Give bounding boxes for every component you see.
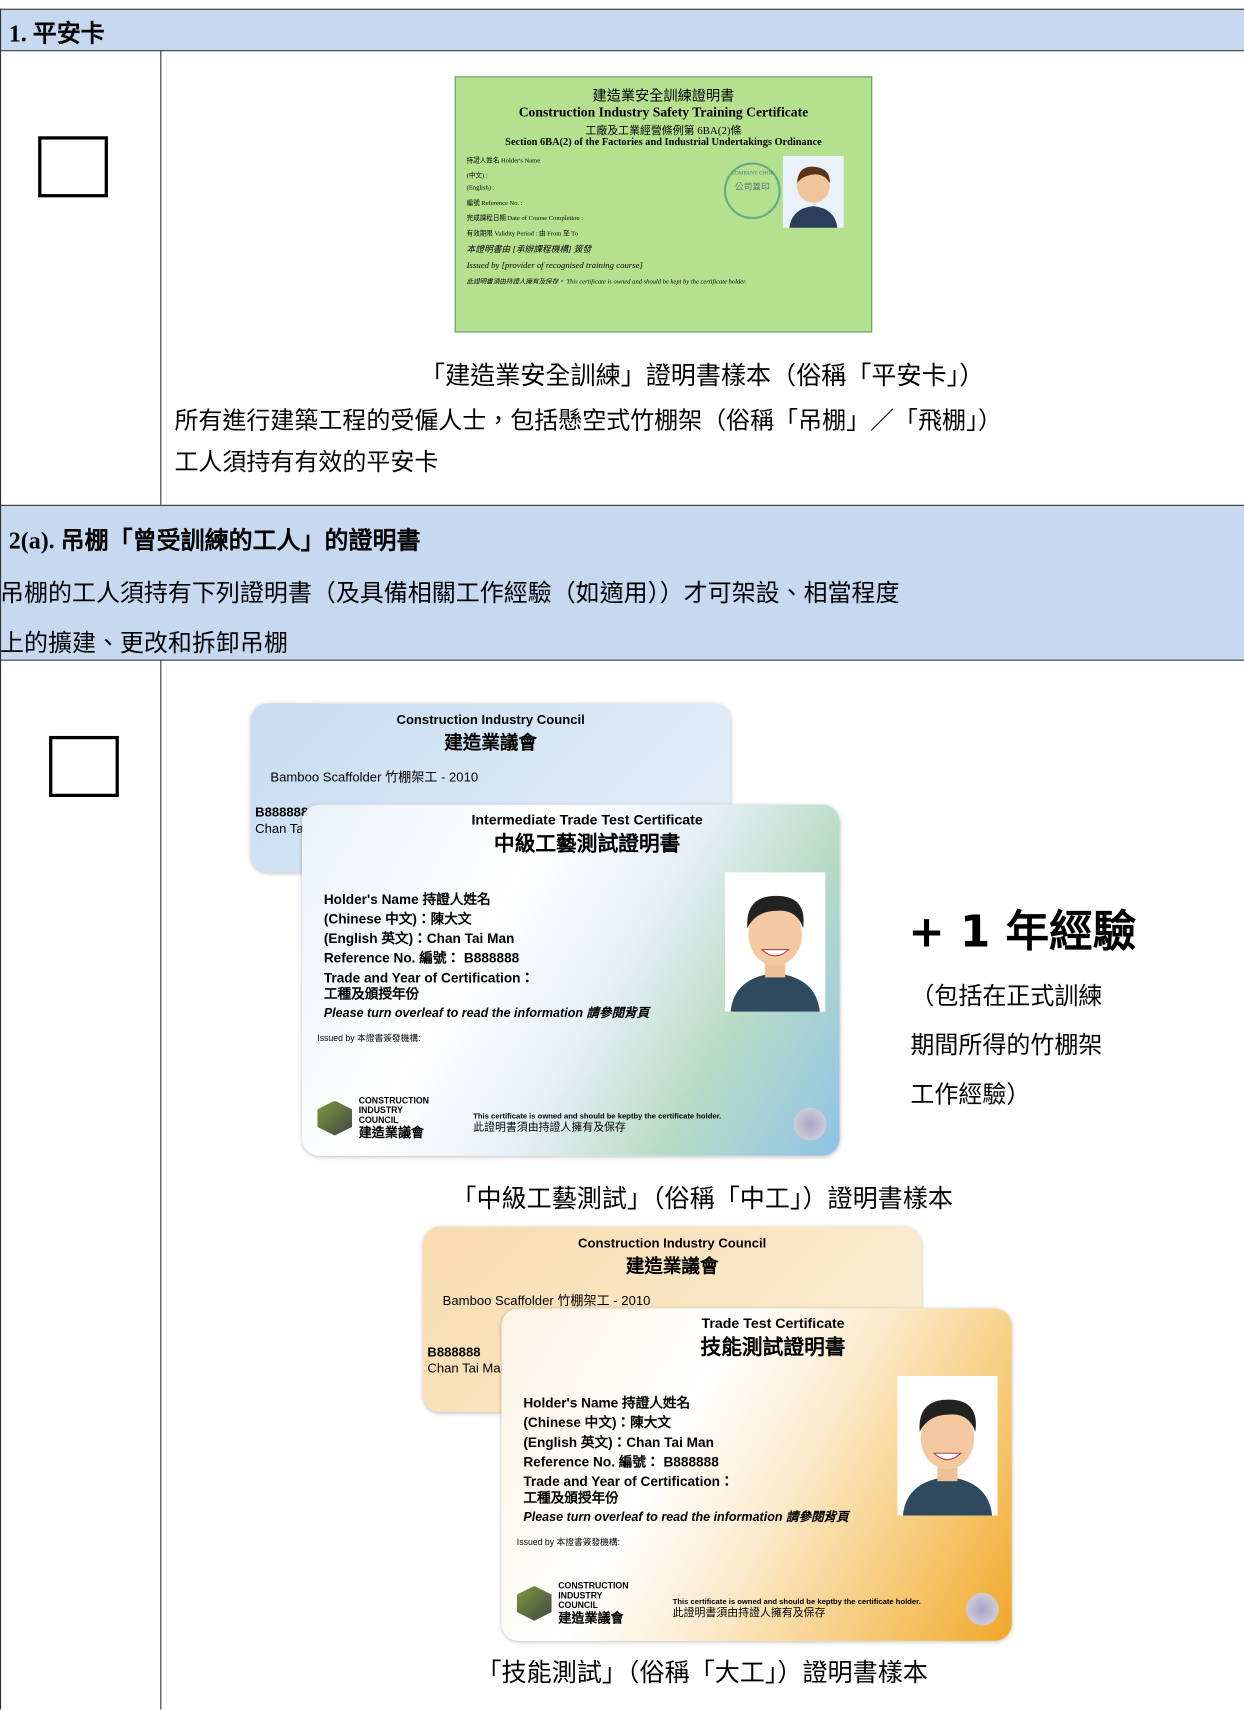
- card-field: 此證明書須由持證人擁有及保存。 This certificate is owne…: [466, 279, 747, 286]
- card-text: Section 6BA(2) of the Factories and Indu…: [505, 137, 822, 149]
- card-title: Intermediate Trade Test Certificate: [471, 811, 703, 828]
- card-logo: CONSTRUCTION INDUSTRY COUNCIL 建造業議會: [516, 1581, 635, 1626]
- photo: [725, 872, 826, 1012]
- caption: 「建造業安全訓練」證明書樣本（俗稱「平安卡」）: [420, 361, 985, 390]
- card-owned: 此證明書須由持證人擁有及保存: [672, 1607, 826, 1620]
- photo: [782, 155, 844, 228]
- card-title: 技能測試證明書: [700, 1336, 846, 1360]
- card-field: Holder's Name 持證人姓名: [523, 1395, 691, 1411]
- seal: [793, 1107, 827, 1141]
- card-title: Trade Test Certificate: [701, 1314, 845, 1332]
- card-title: Construction Industry Safety Training Ce…: [518, 104, 809, 120]
- card-field: Reference No. 編號： B888888: [323, 950, 520, 967]
- card-field: 工種及頒授年份: [323, 986, 420, 1002]
- card-field: 工種及頒授年份: [523, 1490, 619, 1506]
- caption: 「中級工藝測試」（俗稱「中工」）證明書樣本: [451, 1185, 953, 1213]
- logo-mark: [317, 1100, 353, 1136]
- card-ref: B888888: [427, 1344, 481, 1360]
- card-fields: Holder's Name 持證人姓名 (Chinese 中文)：陳大文 (Engl…: [324, 890, 840, 1002]
- card-overleaf: Please turn overleaf to read the informa…: [523, 1511, 849, 1525]
- card-fields: 持證人姓名 Holder's Name (中文) : (English) : 編號 R…: [456, 155, 871, 286]
- caption: 「技能測試」（俗稱「大工」）證明書樣本: [476, 1659, 928, 1687]
- stamp: COMPANY CHOP 公司蓋印: [723, 162, 781, 220]
- intro: 吊棚的工人須持有下列證明書（及具備相關工作經驗（如適用））才可架設、相當程度: [0, 578, 900, 607]
- header-band: [0, 504, 1244, 660]
- card-org: Construction Industry Council: [578, 1235, 767, 1251]
- card-owned: This certificate is owned and should be …: [672, 1598, 921, 1607]
- safety-card: 建造業安全訓練證明書 Construction Industry Safety …: [454, 76, 873, 333]
- stamp-text: 公司蓋印: [734, 182, 770, 192]
- card-field: 持證人姓名 Holder's Name: [466, 158, 541, 165]
- logo-text: 建造業議會: [358, 1125, 425, 1141]
- card-name: Chan Tai Man: [427, 1360, 508, 1376]
- card-overleaf: Please turn overleaf to read the informa…: [323, 1007, 650, 1021]
- section-title: 1. 平安卡: [8, 19, 105, 47]
- logo-text: CONSTRUCTION INDUSTRY COUNCIL 建造業議會: [359, 1096, 435, 1141]
- card-field: (Chinese 中文)：陳大文: [323, 911, 472, 927]
- logo-mark: [516, 1585, 552, 1621]
- card-field: (Chinese 中文)：陳大文: [523, 1415, 672, 1431]
- experience-note: 工作經驗）: [910, 1080, 1031, 1108]
- rule: [160, 50, 162, 505]
- card-front: Trade Test Certificate 技能測試證明書 Holder's Na…: [501, 1308, 1012, 1641]
- card-logo: CONSTRUCTION INDUSTRY COUNCIL 建造業議會: [317, 1096, 435, 1141]
- card-field: 有效期限 Validity Period : 由 From 至 To: [466, 231, 578, 238]
- logo-text: CONSTRUCTION INDUSTRY COUNCIL: [358, 1095, 429, 1126]
- card-field: (English) :: [466, 185, 495, 192]
- checkbox[interactable]: [49, 735, 119, 798]
- card-field: 本證明書由 [承辦課程機構] 簽發: [466, 244, 592, 255]
- card-field: (English 英文)：Chan Tai Man: [523, 1434, 714, 1451]
- card-owned: 此證明書須由持證人擁有及保存: [473, 1121, 626, 1134]
- description: 工人須持有有效的平安卡: [174, 448, 439, 476]
- experience-note: 期間所得的竹棚架: [910, 1031, 1103, 1059]
- card-field: 完成課程日期 Date of Course Completion :: [466, 215, 584, 223]
- rule: [0, 8, 2, 1710]
- card-text: 工廠及工業經營條例第 6BA(2)條: [585, 125, 742, 138]
- intro: 上的擴建、更改和拆卸吊棚: [0, 629, 288, 657]
- card-fields: Holder's Name 持證人姓名 (Chinese 中文)：陳大文 (Engl…: [523, 1393, 1011, 1506]
- card-org: 建造業議會: [625, 1256, 719, 1277]
- card-field: Holder's Name 持證人姓名: [323, 891, 491, 908]
- stamp-text: COMPANY CHOP: [731, 171, 774, 177]
- rule: [0, 659, 1244, 661]
- card-field: (中文) :: [466, 173, 488, 180]
- rule: [160, 659, 162, 1710]
- card-title: 建造業安全訓練證明書: [592, 87, 735, 104]
- description: 所有進行建築工程的受僱人士，包括懸空式竹棚架（俗稱「吊棚」／「飛棚」）: [174, 406, 1003, 434]
- card-org: Construction Industry Council: [396, 711, 585, 728]
- card-front: Intermediate Trade Test Certificate 中級工藝測…: [302, 804, 840, 1156]
- card-title: 中級工藝測試證明書: [493, 832, 681, 856]
- card-field: 編號 Reference No. :: [466, 200, 523, 208]
- card-issued: Issued by 本證書簽發機構:: [516, 1537, 621, 1548]
- experience-note: （包括在正式訓練: [910, 982, 1103, 1010]
- checkbox[interactable]: [38, 136, 108, 198]
- card-field: Trade and Year of Certification：: [523, 1474, 734, 1490]
- section-title: 2(a). 吊棚「曾受訓練的工人」的證明書: [8, 526, 421, 554]
- card-org: 建造業議會: [444, 732, 537, 754]
- logo-text: CONSTRUCTION INDUSTRY COUNCIL: [558, 1580, 629, 1611]
- card-issued: Issued by 本證書簽發機構:: [317, 1033, 421, 1044]
- header-band: [0, 8, 1244, 51]
- card-owned: This certificate is owned and should be …: [473, 1113, 722, 1121]
- logo-text: CONSTRUCTION INDUSTRY COUNCIL 建造業議會: [558, 1581, 634, 1626]
- seal: [966, 1592, 999, 1626]
- rule: [0, 50, 1244, 52]
- card-ref: B888888: [255, 804, 309, 820]
- rule: [0, 8, 1244, 10]
- card-field: Reference No. 編號： B888888: [523, 1454, 719, 1470]
- card-field: (English 英文)：Chan Tai Man: [323, 931, 515, 947]
- photo: [897, 1375, 998, 1516]
- card-trade: Bamboo Scaffolder 竹棚架工 - 2010: [270, 769, 479, 786]
- card-trade: Bamboo Scaffolder 竹棚架工 - 2010: [442, 1293, 651, 1309]
- experience-heading: + 1 年經驗: [908, 907, 1137, 958]
- logo-text: 建造業議會: [558, 1610, 624, 1626]
- card-field: Trade and Year of Certification：: [323, 970, 535, 986]
- rule: [0, 504, 1244, 506]
- card-field: Issued by [provider of recognised traini…: [466, 260, 643, 271]
